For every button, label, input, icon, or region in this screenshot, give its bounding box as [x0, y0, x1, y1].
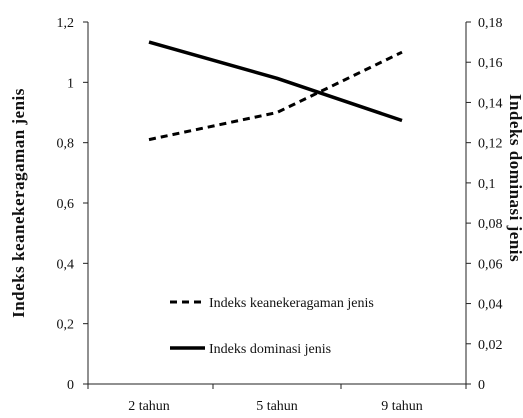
left-tick-label: 0,8 — [57, 137, 75, 152]
right-tick-label: 0,06 — [478, 257, 503, 272]
axis-titles: Indeks keanekeragaman jenis Indeks domin… — [9, 88, 523, 318]
right-tick-label: 0,04 — [478, 298, 503, 313]
left-tick-label: 0 — [67, 378, 74, 393]
left-tick-label: 0,4 — [57, 257, 75, 272]
right-tick-label: 0,14 — [478, 96, 503, 111]
right-tick-label: 0,18 — [478, 16, 503, 31]
right-tick-label: 0,12 — [478, 137, 503, 152]
right-tick-label: 0 — [478, 378, 485, 393]
left-tick-label: 0,2 — [57, 318, 75, 333]
x-tick-label: 5 tahun — [256, 399, 298, 414]
axes — [87, 22, 467, 385]
series-lines — [148, 40, 403, 142]
left-axis-title: Indeks keanekeragaman jenis — [9, 88, 28, 318]
legend-label-diversity: Indeks keanekeragaman jenis — [209, 296, 374, 311]
x-tick-label: 9 tahun — [381, 399, 423, 414]
left-tick-label: 1 — [67, 76, 74, 91]
right-tick-label: 0,1 — [478, 177, 496, 192]
right-tick-label: 0,16 — [478, 56, 503, 71]
series-line-diversity — [148, 50, 403, 142]
left-tick-label: 0,6 — [57, 197, 75, 212]
right-tick-label: 0,02 — [478, 338, 503, 353]
legend-label-dominance: Indeks dominasi jenis — [209, 342, 331, 357]
left-tick-label: 1,2 — [57, 16, 75, 31]
series-line-dominance — [148, 40, 403, 123]
legend: Indeks keanekeragaman jenis Indeks domin… — [170, 296, 374, 357]
x-tick-label: 2 tahun — [128, 399, 170, 414]
right-axis-title: Indeks dominasi jenis — [506, 94, 523, 262]
ticks: 0 0,2 0,4 0,6 0,8 1 1,2 0 0,02 0,04 0,06 0,08 0,1 0,1… — [57, 16, 503, 414]
right-tick-label: 0,08 — [478, 217, 503, 232]
